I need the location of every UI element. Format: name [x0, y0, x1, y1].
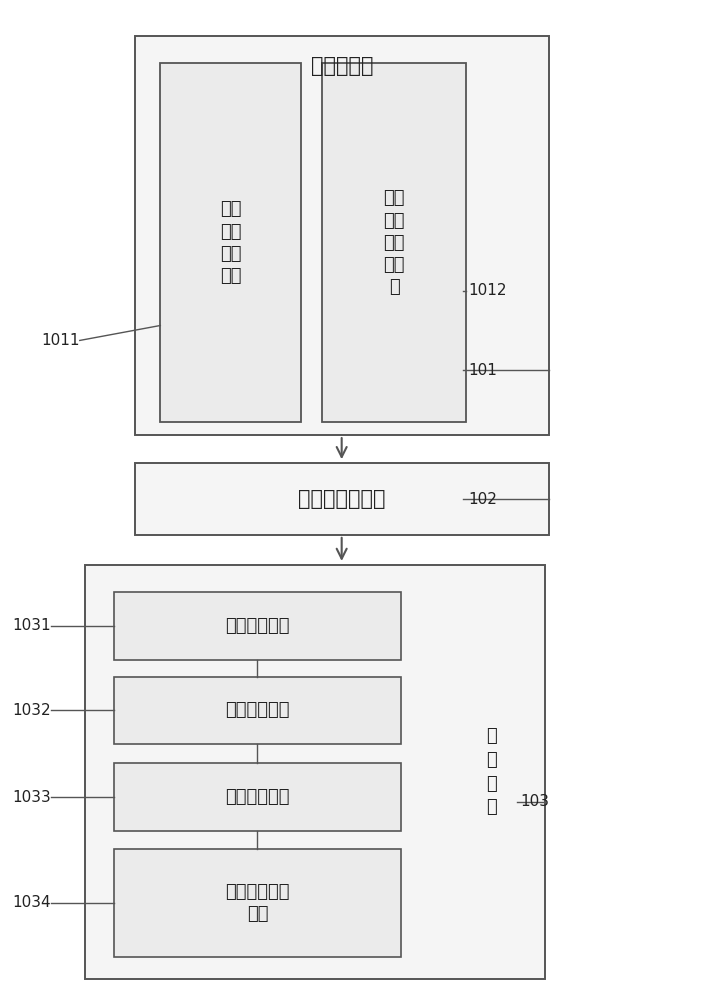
Text: 1033: 1033 — [12, 790, 51, 805]
Text: 建筑
能耗
信息
图模
块: 建筑 能耗 信息 图模 块 — [383, 189, 405, 296]
Text: 103: 103 — [520, 794, 549, 809]
Text: 咨询决策输出
模块: 咨询决策输出 模块 — [226, 883, 290, 923]
FancyBboxPatch shape — [322, 63, 466, 422]
Text: 查
询
模
块: 查 询 模 块 — [486, 727, 497, 816]
Text: 信息图模块: 信息图模块 — [311, 56, 373, 76]
FancyBboxPatch shape — [135, 36, 549, 435]
Text: 101: 101 — [469, 363, 497, 378]
FancyBboxPatch shape — [85, 565, 545, 979]
Text: 选区绘制模块: 选区绘制模块 — [226, 788, 290, 806]
Text: 1032: 1032 — [12, 703, 51, 718]
Text: 1012: 1012 — [469, 283, 507, 298]
Text: 微气
候信
息图
模块: 微气 候信 息图 模块 — [220, 200, 241, 285]
FancyBboxPatch shape — [161, 63, 301, 422]
Text: 1031: 1031 — [12, 618, 51, 633]
FancyBboxPatch shape — [135, 463, 549, 535]
Text: 1011: 1011 — [41, 333, 80, 348]
Text: 信息数据库模块: 信息数据库模块 — [299, 489, 386, 509]
Text: 102: 102 — [469, 492, 497, 507]
FancyBboxPatch shape — [114, 763, 401, 831]
FancyBboxPatch shape — [114, 849, 401, 957]
Text: 1034: 1034 — [12, 895, 51, 910]
FancyBboxPatch shape — [114, 592, 401, 660]
Text: 参数输出单元: 参数输出单元 — [226, 701, 290, 719]
Text: 参数输入单元: 参数输入单元 — [226, 617, 290, 635]
FancyBboxPatch shape — [114, 677, 401, 744]
